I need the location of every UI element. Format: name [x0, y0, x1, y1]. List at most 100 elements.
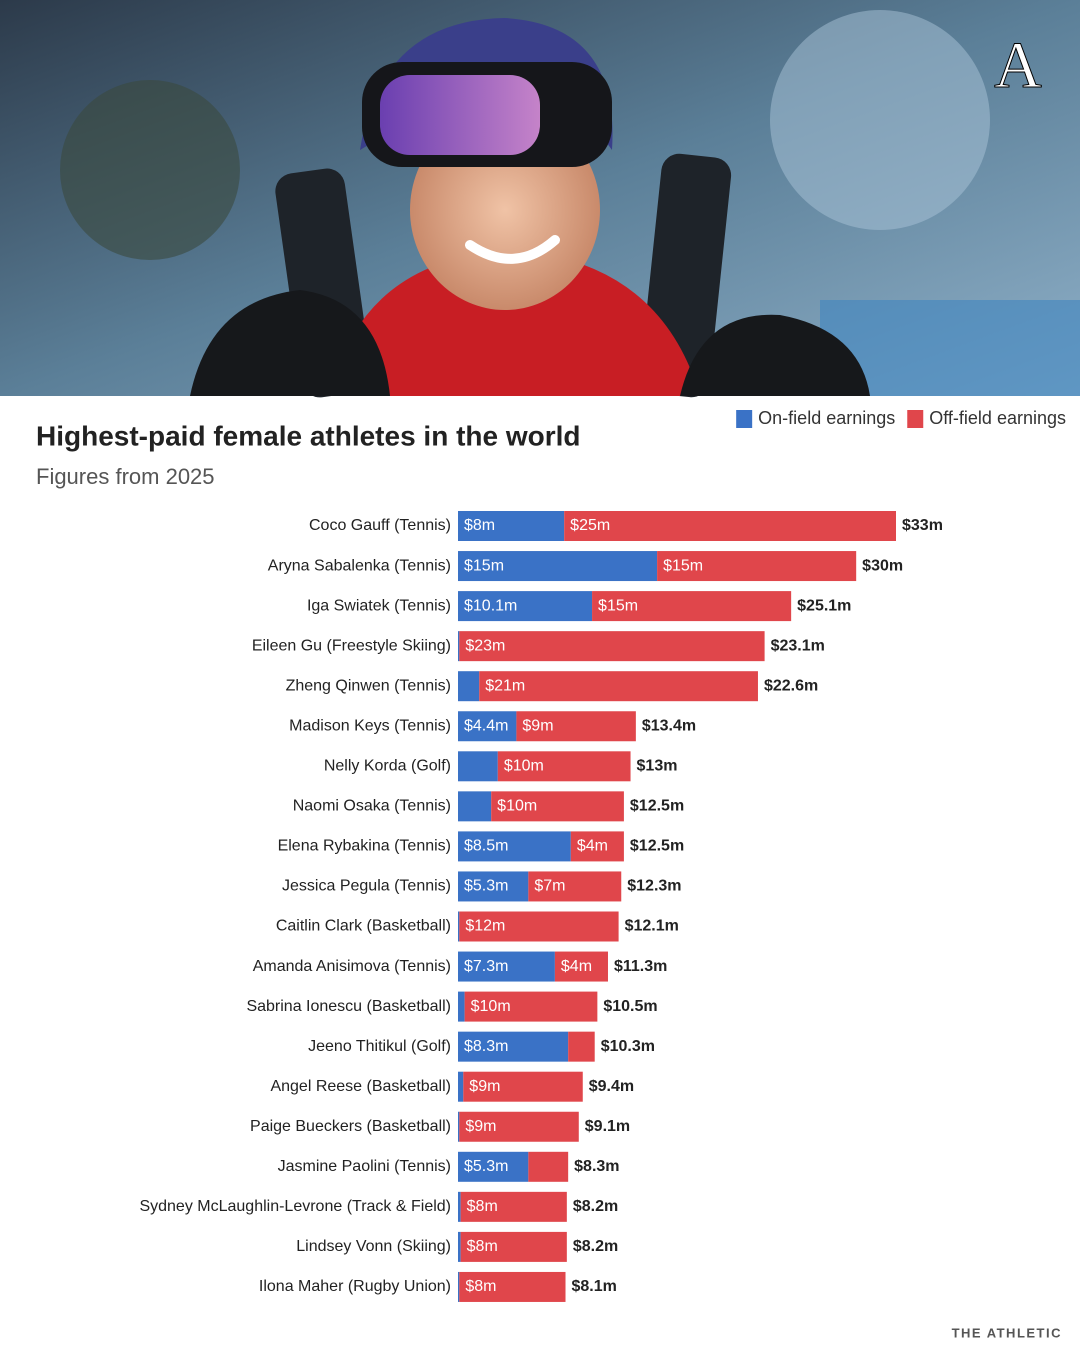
- value-label: $8m: [465, 1278, 496, 1295]
- value-label: $8m: [464, 517, 495, 534]
- total-label: $13m: [637, 758, 678, 775]
- bar-segment: [458, 591, 593, 622]
- legend: Off-field earnings On-field earnings: [736, 408, 1066, 428]
- value-label: $8m: [467, 1198, 498, 1215]
- bar-segment: [458, 551, 658, 582]
- value-label: $15m: [663, 557, 703, 574]
- category-label: Madison Keys (Tennis): [289, 717, 451, 734]
- total-label: $8.3m: [574, 1158, 619, 1175]
- total-label: $12.5m: [630, 838, 684, 855]
- bar-segment: [458, 1111, 460, 1142]
- bar-segment: [568, 1031, 595, 1062]
- value-label: $8.5m: [464, 838, 508, 855]
- bar-segment: [570, 831, 624, 862]
- legend-swatch: [907, 410, 924, 428]
- bar-segment: [459, 911, 619, 942]
- value-label: $12m: [465, 918, 505, 935]
- bar-segment: [458, 1271, 460, 1302]
- bar-segment: [458, 871, 529, 902]
- bar-segment: [458, 911, 460, 942]
- value-label: $8.3m: [464, 1038, 508, 1055]
- value-label: $21m: [485, 677, 525, 694]
- bar-segment: [458, 511, 565, 541]
- value-label: $10m: [497, 798, 537, 815]
- footer-brand: THE ATHLETIC: [952, 1325, 1062, 1340]
- bar-segment: [458, 1231, 461, 1262]
- bar-segment: [479, 671, 758, 702]
- bar-segment: [458, 791, 492, 822]
- legend-label: Off-field earnings: [929, 408, 1066, 428]
- bar-segment: [458, 991, 465, 1022]
- value-label: $5.3m: [464, 878, 508, 895]
- logo: A: [994, 29, 1042, 102]
- total-label: $9.4m: [589, 1078, 634, 1095]
- bar-segment: [554, 951, 608, 982]
- category-label: Naomi Osaka (Tennis): [293, 798, 451, 815]
- bar-segment: [458, 711, 517, 742]
- bar-segment: [516, 711, 636, 742]
- bar-segment: [592, 591, 792, 622]
- plot: Coco Gauff (Tennis) $8m $25m $33m Aryna Saba…: [139, 511, 943, 1302]
- total-label: $8.2m: [573, 1198, 618, 1215]
- bar-segment: [459, 631, 765, 662]
- total-label: $22.6m: [764, 677, 818, 694]
- category-label: Angel Reese (Basketball): [270, 1078, 451, 1095]
- legend-swatch: [736, 410, 753, 428]
- category-label: Iga Swiatek (Tennis): [307, 597, 451, 614]
- value-label: $25m: [570, 517, 610, 534]
- bar-segment: [460, 1191, 567, 1222]
- total-label: $13.4m: [642, 717, 696, 734]
- category-label: Elena Rybakina (Tennis): [278, 838, 451, 855]
- category-label: Lindsey Vonn (Skiing): [296, 1238, 451, 1255]
- chart-subtitle: Figures from 2025: [36, 464, 215, 489]
- value-label: $15m: [464, 557, 504, 574]
- value-label: $10.1m: [464, 597, 517, 614]
- category-label: Caitlin Clark (Basketball): [276, 918, 451, 935]
- bar-segment: [491, 791, 624, 822]
- bar-segment: [458, 1031, 569, 1062]
- value-label: $10m: [504, 758, 544, 775]
- category-label: Paige Bueckers (Basketball): [250, 1118, 451, 1135]
- total-label: $12.5m: [630, 798, 684, 815]
- value-label: $4m: [561, 958, 592, 975]
- total-label: $10.5m: [603, 998, 657, 1015]
- total-label: $25.1m: [797, 597, 851, 614]
- bar-segment: [528, 871, 622, 902]
- category-label: Jeeno Thitikul (Golf): [308, 1038, 451, 1055]
- category-label: Jessica Pegula (Tennis): [282, 878, 451, 895]
- category-label: Coco Gauff (Tennis): [309, 517, 451, 534]
- value-label: $15m: [598, 597, 638, 614]
- bar-segment: [459, 1271, 566, 1302]
- bar-segment: [464, 991, 598, 1022]
- total-label: $11.3m: [614, 958, 667, 975]
- total-label: $23.1m: [771, 637, 825, 654]
- bar-segment: [460, 1231, 567, 1262]
- bar-segment: [564, 511, 896, 541]
- value-label: $10m: [471, 998, 511, 1015]
- chart-title: Highest-paid female athletes in the worl…: [36, 420, 581, 451]
- category-label: Amanda Anisimova (Tennis): [253, 958, 451, 975]
- bar-segment: [458, 1071, 464, 1102]
- total-label: $9.1m: [585, 1118, 630, 1135]
- bar-segment: [458, 831, 571, 862]
- bar-segment: [497, 751, 631, 782]
- value-label: $9m: [465, 1118, 496, 1135]
- bar-segment: [459, 1111, 579, 1142]
- total-label: $33m: [902, 517, 943, 534]
- bar-segment: [458, 1151, 529, 1182]
- bar-segment: [458, 1191, 461, 1222]
- total-label: $12.3m: [627, 878, 681, 895]
- total-label: $8.2m: [573, 1238, 618, 1255]
- legend-label: On-field earnings: [758, 408, 895, 428]
- category-label: Nelly Korda (Golf): [324, 758, 451, 775]
- total-label: $30m: [862, 557, 903, 574]
- value-label: $4.4m: [464, 717, 508, 734]
- category-label: Aryna Sabalenka (Tennis): [268, 557, 451, 574]
- bar-segment: [458, 751, 498, 782]
- category-label: Sydney McLaughlin-Levrone (Track & Field…: [139, 1198, 451, 1215]
- value-label: $7m: [534, 878, 565, 895]
- total-label: $10.3m: [601, 1038, 655, 1055]
- hero-photo: A: [0, 0, 1080, 398]
